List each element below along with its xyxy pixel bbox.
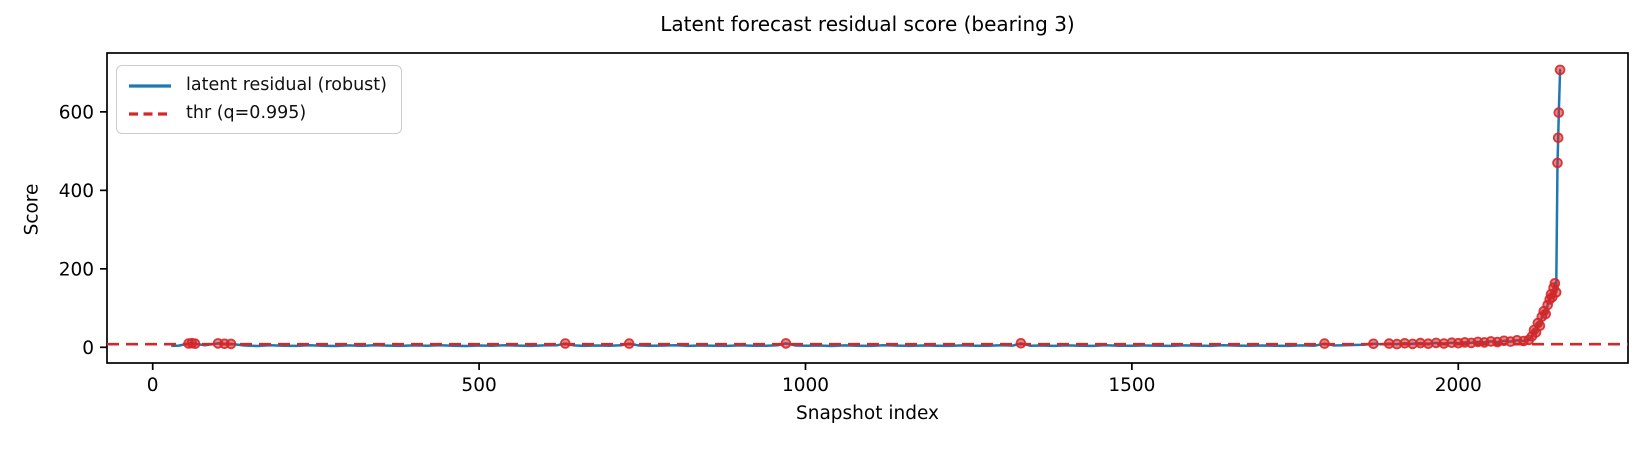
x-tick-label: 0 (147, 375, 159, 396)
anomaly-marker (1552, 132, 1564, 144)
legend-label: thr (q=0.995) (186, 103, 307, 123)
x-tick-label: 500 (461, 375, 496, 396)
x-axis-label: Snapshot index (796, 403, 939, 424)
chart-title: Latent forecast residual score (bearing … (660, 12, 1075, 36)
anomaly-marker (225, 338, 237, 350)
anomaly-marker (1553, 107, 1565, 118)
anomaly-marker (559, 338, 571, 349)
anomaly-marker (1540, 308, 1551, 320)
anomaly-marker (623, 338, 635, 349)
anomaly-marker (189, 338, 201, 350)
anomaly-marker (780, 338, 792, 349)
x-tick-label: 2000 (1435, 375, 1482, 396)
plot-border (106, 52, 1629, 364)
y-tick-label: 600 (59, 102, 94, 123)
anomaly-marker (1549, 277, 1561, 289)
legend-item-latent-residual: latent residual (robust) (127, 75, 387, 96)
x-tick-label: 1000 (782, 375, 829, 396)
anomaly-marker (1550, 287, 1562, 298)
y-axis-label: Score (21, 183, 43, 236)
y-tick-label: 400 (59, 181, 94, 202)
anomaly-marker (1015, 337, 1027, 349)
y-tick-label: 0 (82, 338, 94, 359)
y-tick-label: 200 (59, 259, 94, 280)
anomaly-marker (1368, 338, 1379, 350)
legend-label: latent residual (robust) (186, 75, 387, 95)
legend-line-dashed-icon (129, 111, 171, 116)
x-tick-label: 1500 (1108, 375, 1155, 396)
anomaly-marker (1534, 320, 1546, 332)
legend-item-threshold: thr (q=0.995) (127, 103, 387, 124)
anomaly-marker (1554, 64, 1566, 76)
anomaly-marker (1319, 338, 1330, 349)
legend: latent residual (robust) thr (q=0.995) (116, 65, 402, 134)
legend-line-solid-icon (129, 83, 171, 88)
anomaly-marker (1552, 157, 1563, 169)
